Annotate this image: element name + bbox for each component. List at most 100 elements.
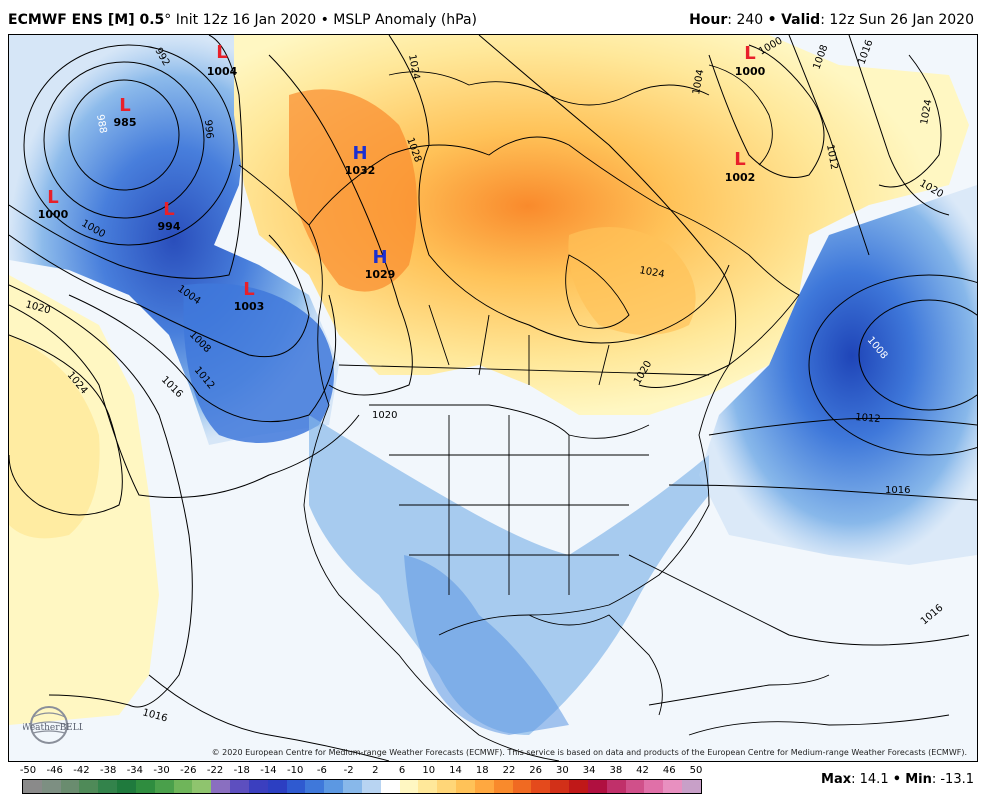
colorbar-swatch [361, 780, 381, 793]
anomaly-shading [9, 35, 977, 735]
svg-text:1024: 1024 [919, 99, 934, 126]
colorbar-swatch [550, 780, 570, 793]
low-value-4: 994 [158, 220, 181, 233]
degree-symbol: ° [164, 12, 172, 28]
pressure-systems: L 1004 L 985 L 1000 L 994 L 1003 H 1032 … [38, 42, 766, 313]
high-value-1: 1032 [345, 164, 376, 177]
forecast-map[interactable]: L 1004 L 985 L 1000 L 994 L 1003 H 1032 … [8, 34, 978, 762]
colorbar-tick-label: -6 [316, 765, 327, 776]
low-value-7: 1002 [725, 171, 756, 184]
svg-text:1024: 1024 [406, 54, 421, 81]
valid-label: Valid [781, 12, 821, 28]
low-value-6: 1000 [735, 65, 766, 78]
colorbar-swatch [154, 780, 174, 793]
colorbar-tick-label: 50 [689, 765, 703, 776]
colorbar-tick-label: 46 [662, 765, 676, 776]
colorbar-tick-label: 14 [449, 765, 462, 776]
bullet-separator-2: • [767, 12, 777, 28]
colorbar-tick-label: -46 [46, 765, 63, 776]
colorbar-tick-label: 34 [582, 765, 596, 776]
max-value: 14.1 [859, 772, 889, 787]
colorbar-swatch [663, 780, 682, 793]
max-min-readout: Max: 14.1 • Min: -13.1 [821, 772, 974, 787]
colorbar-swatch [625, 780, 645, 793]
colorbar-swatch [606, 780, 626, 793]
colorbar-swatch [230, 780, 249, 793]
low-marker-6: L [744, 43, 755, 64]
svg-text:988: 988 [94, 114, 108, 135]
low-marker-4: L [163, 199, 174, 220]
colorbar-tick-label: -26 [180, 765, 197, 776]
colorbar-swatch [493, 780, 513, 793]
model-name: ECMWF ENS [M] 0.5 [8, 12, 165, 28]
product-name: MSLP Anomaly (hPa) [333, 12, 478, 28]
colorbar-swatch [211, 780, 231, 793]
low-marker-3: L [47, 187, 58, 208]
colorbar-tick-label: -34 [126, 765, 144, 776]
colorbar-swatch [587, 780, 607, 793]
colorbar-tick-label: -18 [233, 765, 250, 776]
colorbar-tick-label: 18 [475, 765, 489, 776]
svg-text:1012: 1012 [855, 412, 881, 425]
weatherbell-logo: WeatherBELL [23, 703, 83, 747]
colorbar-tick-label: 6 [398, 765, 406, 776]
colorbar-swatch [569, 780, 588, 793]
colorbar-swatch [173, 780, 193, 793]
min-value: -13.1 [940, 772, 974, 787]
colorbar-tick-label: -38 [99, 765, 117, 776]
copyright-notice: © 2020 European Centre for Medium-range … [211, 748, 967, 757]
colorbar-tick-label: -2 [343, 765, 354, 776]
high-marker-1: H [352, 143, 367, 164]
svg-text:996: 996 [202, 119, 215, 139]
colorbar-scale [22, 779, 702, 794]
colorbar-swatch [117, 780, 136, 793]
colorbar-tick-label: 42 [636, 765, 649, 776]
low-value-1: 1004 [207, 65, 238, 78]
colorbar-tick-label: 26 [529, 765, 543, 776]
colorbar-swatch [286, 780, 306, 793]
svg-text:1024: 1024 [638, 265, 665, 280]
max-label: Max [821, 772, 852, 787]
colorbar-swatch [474, 780, 494, 793]
colorbar-swatch [531, 780, 551, 793]
low-marker-1: L [216, 42, 227, 63]
colorbar-tick-label: 2 [372, 765, 379, 776]
low-marker-5: L [243, 279, 254, 300]
high-value-2: 1029 [365, 268, 396, 281]
colorbar-swatch [456, 780, 475, 793]
map-canvas: L 1004 L 985 L 1000 L 994 L 1003 H 1032 … [9, 35, 977, 761]
svg-text:1004: 1004 [691, 69, 706, 96]
colorbar-tick-label: -50 [19, 765, 37, 776]
svg-text:1016: 1016 [885, 485, 910, 496]
colorbar-tick-label: 38 [609, 765, 623, 776]
colorbar-swatch [437, 780, 457, 793]
colorbar-ticks: -50 -46 -42 -38 -34 -30 -26 -22 -18 -14 -10 -6 -2 2 6 1… [19, 765, 703, 777]
svg-text:1012: 1012 [824, 144, 839, 171]
low-value-2: 985 [114, 116, 137, 129]
land-outlines [238, 64, 950, 761]
isobars [9, 35, 977, 761]
valid-value: 12z Sun 26 Jan 2020 [829, 12, 974, 28]
hour-label: Hour [689, 12, 728, 28]
colorbar-swatch [98, 780, 118, 793]
bullet-separator: • [320, 12, 329, 28]
colorbar: -50 -46 -42 -38 -34 -30 -26 -22 -18 -14 -10 -6 -2 2 6 1… [19, 765, 703, 795]
low-marker-2: L [119, 95, 130, 116]
colorbar-swatch [644, 780, 664, 793]
colorbar-tick-label: 22 [502, 765, 516, 776]
colorbar-swatch [267, 780, 287, 793]
colorbar-swatch [418, 780, 438, 793]
colorbar-swatch [23, 780, 42, 793]
colorbar-tick-label: -14 [260, 765, 277, 776]
min-label: Min [905, 772, 932, 787]
colorbar-tick-label: -42 [73, 765, 90, 776]
colorbar-swatch [305, 780, 325, 793]
low-value-3: 1000 [38, 208, 69, 221]
low-marker-7: L [734, 149, 745, 170]
low-value-5: 1003 [234, 300, 265, 313]
hour-value: 240 [736, 12, 764, 28]
max-min-separator: • [892, 772, 902, 787]
svg-text:1020: 1020 [372, 410, 397, 421]
high-marker-2: H [372, 247, 387, 268]
colorbar-swatch [79, 780, 99, 793]
